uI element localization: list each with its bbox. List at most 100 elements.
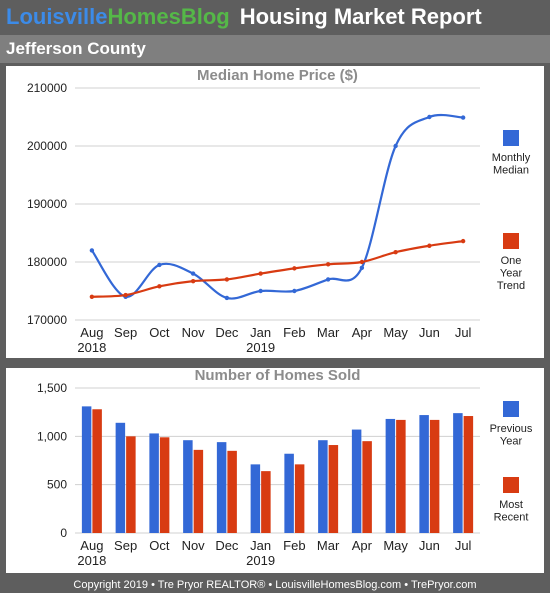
bar [81, 406, 92, 533]
x-tick-label: Mar [317, 538, 340, 553]
bar [149, 433, 159, 533]
y-tick-label: 210000 [27, 81, 67, 95]
bar [193, 449, 204, 533]
x-year-label: 2018 [77, 553, 106, 568]
x-tick-label: Apr [352, 325, 373, 340]
data-point [460, 238, 466, 244]
bar [453, 413, 463, 533]
data-point [427, 243, 432, 248]
y-tick-label: 1,000 [37, 429, 67, 443]
y-tick-label: 200000 [27, 139, 67, 153]
data-point [190, 278, 196, 284]
y-tick-label: 190000 [27, 197, 67, 211]
bar [126, 436, 136, 533]
bar [92, 409, 102, 533]
data-point [393, 143, 398, 149]
x-year-label: 2019 [246, 553, 275, 568]
region-name: Jefferson County [6, 39, 146, 58]
region-header: Jefferson County [0, 35, 550, 63]
x-year-label: 2019 [246, 340, 275, 355]
series-line [91, 240, 464, 298]
data-point [325, 277, 331, 282]
homes-sold-chart-panel: Number of Homes Sold 0 500 1,000 1,500 Aug Sep… [6, 368, 544, 573]
x-tick-label: Dec [215, 325, 239, 340]
x-tick-label: Apr [352, 538, 373, 553]
bar [318, 440, 328, 533]
data-point [427, 114, 432, 120]
data-point [359, 265, 365, 270]
legend-label: Monthly [492, 152, 531, 164]
x-tick-label: Jun [419, 538, 440, 553]
bar [463, 416, 474, 533]
report-title-bar: Louisville HomesBlog Housing Market Report [0, 0, 550, 34]
x-tick-label: Dec [215, 538, 239, 553]
data-point [292, 266, 297, 271]
bar [183, 440, 193, 533]
bar [115, 422, 126, 533]
legend-label: Median [493, 165, 529, 177]
data-point [460, 115, 466, 120]
legend-swatch [503, 477, 519, 493]
bar [362, 441, 372, 533]
data-point [393, 249, 398, 255]
bar [351, 429, 362, 533]
median-price-chart: Median Home Price ($) 170000 180000 190000 2… [27, 67, 531, 355]
legend-label: Previous [490, 423, 533, 435]
data-point [89, 248, 95, 253]
data-point [157, 262, 162, 268]
bar [429, 419, 440, 533]
legend-label: Most [499, 499, 523, 511]
data-point [89, 294, 95, 299]
x-tick-label: May [383, 538, 408, 553]
y-tick-label: 180000 [27, 255, 67, 269]
legend-label: Year [500, 436, 523, 448]
legend-label: Recent [494, 512, 529, 524]
bar [396, 419, 406, 533]
legend-label: Year [500, 268, 523, 280]
x-tick-label: Sep [114, 325, 137, 340]
footer-copyright: Copyright 2019 • Tre Pryor REALTOR® • Lo… [73, 578, 477, 591]
data-point [123, 292, 128, 298]
chart-title: Median Home Price ($) [197, 67, 358, 84]
data-point [224, 277, 230, 282]
data-point [190, 271, 196, 276]
data-point [224, 295, 230, 301]
data-point [157, 284, 162, 289]
bar [261, 471, 271, 533]
x-tick-label: Aug [80, 325, 103, 340]
x-tick-label: Nov [182, 325, 206, 340]
homes-sold-chart: Number of Homes Sold 0 500 1,000 1,500 Aug Sep… [37, 368, 533, 568]
bar [419, 415, 429, 533]
y-tick-label: 170000 [27, 313, 67, 327]
bar [328, 445, 339, 533]
x-tick-label: Jul [455, 538, 472, 553]
x-tick-label: Aug [80, 538, 103, 553]
bar [159, 437, 170, 533]
median-price-chart-panel: Median Home Price ($) 170000 180000 190000 2… [6, 66, 544, 358]
bar [227, 450, 237, 533]
legend-swatch [503, 130, 519, 146]
x-tick-label: Nov [182, 538, 206, 553]
data-point [292, 288, 297, 294]
x-tick-label: Mar [317, 325, 340, 340]
x-tick-label: Oct [149, 538, 170, 553]
x-tick-label: Feb [283, 325, 305, 340]
legend-label: Trend [497, 280, 525, 292]
legend-label: One [501, 255, 522, 267]
chart-title: Number of Homes Sold [195, 368, 361, 384]
x-tick-label: Jun [419, 325, 440, 340]
bar [216, 442, 227, 533]
footer: Copyright 2019 • Tre Pryor REALTOR® • Lo… [0, 576, 550, 593]
bar [250, 464, 261, 533]
y-tick-label: 0 [60, 526, 67, 540]
x-tick-label: Feb [283, 538, 305, 553]
x-tick-label: Sep [114, 538, 137, 553]
data-point [325, 262, 331, 267]
x-tick-label: Jan [250, 538, 271, 553]
data-point [359, 259, 365, 265]
data-point [258, 288, 263, 294]
data-point [258, 271, 263, 276]
brand-name-part2: HomesBlog [107, 4, 230, 29]
x-year-label: 2018 [77, 340, 106, 355]
bar [284, 453, 294, 533]
